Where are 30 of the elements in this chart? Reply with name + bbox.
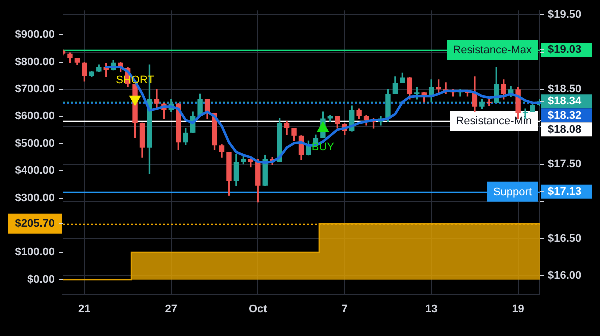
x-tick-label: 19 [512, 303, 524, 316]
y2-tick-label: $16.50 [548, 232, 582, 245]
x-tick-label: 21 [78, 303, 91, 316]
ref-line-label: Resistance-Min [456, 116, 532, 128]
y2-tick-label: $18.34 [548, 96, 583, 108]
ref-line-label: Support [493, 186, 532, 198]
x-tick-label: 27 [165, 303, 178, 316]
y2-tick-label: $17.50 [548, 158, 582, 170]
series-label: BUY [312, 141, 336, 154]
x-tick-label: 13 [425, 303, 438, 316]
y-tick-label: $800.00 [15, 56, 55, 68]
y-tick-label: $100.00 [15, 246, 55, 259]
y-tick-label: $500.00 [15, 138, 55, 150]
text: $18.08 [548, 124, 582, 136]
y2-tick-label: $16.00 [548, 270, 582, 282]
y-tick-label: $900.00 [15, 29, 55, 42]
x-tick-label: 7 [342, 303, 348, 316]
y2-tick-label: $19.03 [548, 44, 582, 56]
x-tick-label: Oct [248, 303, 268, 316]
y-tick-label: $600.00 [15, 110, 55, 123]
y-tick-label: $0.00 [27, 274, 55, 286]
y-tick-label: $205.70 [15, 218, 55, 230]
y2-tick-label: $17.13 [548, 186, 582, 198]
y-tick-label: $700.00 [15, 84, 55, 96]
ref-line-label: $18.32 [548, 110, 582, 122]
y-tick-label: $300.00 [15, 192, 55, 204]
y2-tick-label: $18.50 [548, 84, 582, 96]
ref-line-label: Resistance-Max [453, 44, 532, 57]
y-tick-label: $400.00 [15, 165, 55, 178]
y2-tick-label: $19.50 [548, 9, 582, 22]
